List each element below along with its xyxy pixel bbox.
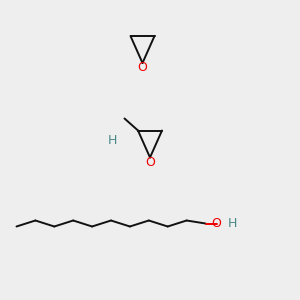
Text: O: O — [145, 155, 155, 169]
Text: H: H — [228, 217, 237, 230]
Text: O: O — [212, 217, 221, 230]
Text: H: H — [108, 134, 117, 148]
Text: O: O — [138, 61, 147, 74]
